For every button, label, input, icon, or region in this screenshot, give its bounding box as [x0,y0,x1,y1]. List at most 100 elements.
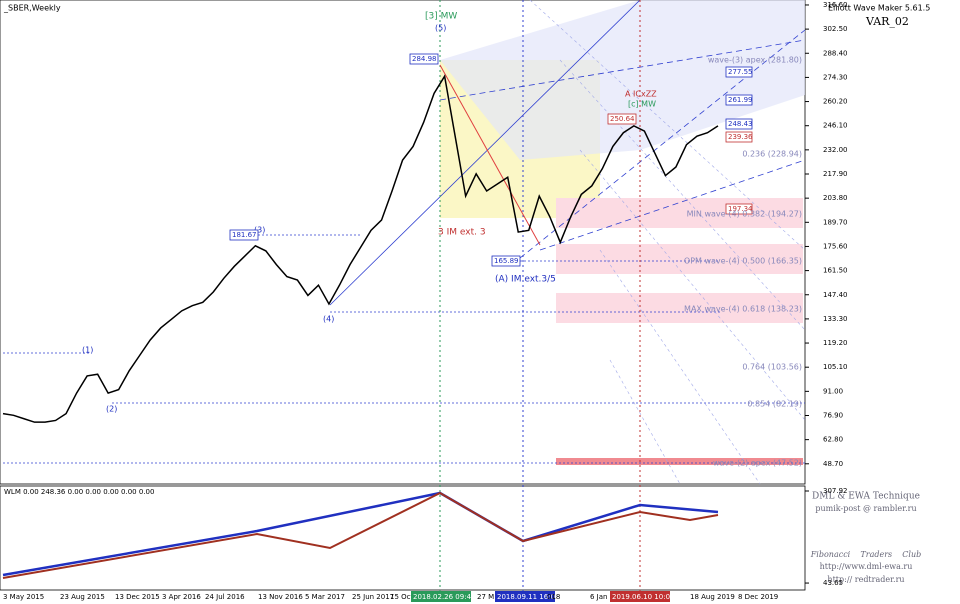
wave-label: (A) IM ext.3/5 [495,275,556,285]
wave-label: 3 IM ext. 3 [438,228,486,238]
label-box [409,53,439,65]
fib-zone [556,458,803,465]
variant: VAR_02 [865,15,909,28]
label-box [725,66,753,78]
fib-label: 0.236 (228.94) [742,150,802,159]
price-label: 277.55 [728,68,753,76]
y-tick-label: 175.60 [823,242,848,250]
credit: Fibonacci Traders Club [810,550,922,559]
y-tick-label: 302.50 [823,25,848,33]
x-tick-label: 23 Aug 2015 [60,593,105,601]
fib-labels: wave-(3) apex (281.80) 0.236 (228.94) MI… [684,56,802,468]
sub-panel [0,485,806,591]
credits: DML & EWA Technique pumik-post @ rambler… [810,492,922,585]
label-box [607,113,637,125]
wave-line [439,64,541,246]
wave-label: (3) [254,226,265,235]
x-tick-label: 18 Aug 2019 [690,593,735,601]
x-tick-label: 2018.02.26 09:45 [413,593,475,601]
x-tick-label: 27 M [477,593,494,601]
y-tick-label: 76.90 [823,411,843,419]
price-label: 284.98 [412,55,437,63]
y-tick-label: 203.80 [823,194,848,202]
x-tick-label: 6 Jan 2019 [590,593,628,601]
y-tick-label: 274.30 [823,73,848,81]
price-label: 181.67 [232,231,257,239]
label-box [725,94,753,106]
price-label: 165.89 [494,257,519,265]
channel [440,0,805,160]
title: _SBER,Weekly [3,4,61,13]
credit: http://www.dml-ewa.ru [820,562,913,571]
x-label-bg [495,591,555,602]
y-tick-label: 288.40 [823,49,848,57]
y-tick-label: 91.00 [823,387,843,395]
fib-label: MIN wave-(4) 0.382 (194.27) [687,210,802,219]
x-tick-label: 15 Oct 2 [390,593,420,601]
wave-label: (2) [106,405,117,414]
y-tick-label: 43.65 [823,579,843,587]
y-tick-label: 307.92 [823,487,848,495]
wave-lines [3,0,806,464]
y-tick-label: 105.10 [823,363,848,371]
price-line [2,74,719,423]
y-tick-label: 260.20 [823,98,848,106]
price-label: 248.43 [728,120,753,128]
x-tick-label: 8 Dec 2019 [738,593,778,601]
x-tick-label: 5 Mar 2017 [305,593,345,601]
x-label-bg [411,591,471,602]
fib-label: wave-(2) apex (47.52) [713,459,802,468]
y-tick-label: 62.80 [823,436,843,444]
y-tick-label: 246.10 [823,122,848,130]
label-box [491,255,521,267]
y-tick-label: 48.70 [823,460,843,468]
fan-lines [529,0,806,485]
y-tick-label: 161.50 [823,267,848,275]
x-tick-label: 13 Nov 2016 [258,593,303,601]
wave-label: (5) [435,24,446,33]
subtitle: Elliott Wave Maker 5.61.5 [828,4,930,13]
x-tick-label: 13 Dec 2015 [115,593,160,601]
fib-label: OPM wave-(4) 0.500 (166.35) [684,257,802,266]
credit: pumik-post @ rambler.ru [815,504,916,513]
y-tick-label: 189.70 [823,218,848,226]
indicator-title: WLM 0.00 248.36 0.00 0.00 0.00 0.00 0.00 [4,488,154,496]
x-label-bg [610,591,670,602]
x-tick-label: 3 May 2015 [3,593,44,601]
y-tick-label: 217.90 [823,170,848,178]
price-label: 239.36 [728,133,753,141]
label-box [725,131,753,143]
x-tick-label: 3 Apr 2016 [162,593,201,601]
fib-label: 0.764 (103.56) [742,363,802,372]
label-box [229,229,259,241]
fib-zone [556,293,803,323]
y-tick-label: 119.20 [823,339,848,347]
wave-label: [3] MW [425,12,457,22]
x-tick-label: 2019.06.10 10:00 [612,593,674,601]
wave-label: (4) [323,315,334,324]
wave-label: [c] MW [628,100,656,109]
fib-label: MAX wave-(4) 0.618 (138.23) [684,305,802,314]
y-tick-label: 147.40 [823,291,848,299]
fib-zone [556,198,803,228]
label-box [725,118,753,130]
label-box [725,203,753,215]
y-tick-label: 133.30 [823,315,848,323]
annotations: _SBER,Weekly Elliott Wave Maker 5.61.5 V… [3,4,930,585]
y-tick-label: 316.60 [823,1,848,9]
x-tick-label: 25 Jun 2017 [352,593,394,601]
price-label: 250.64 [610,115,635,123]
y-tick-label: 232.00 [823,146,848,154]
price-label: 197.34 [728,205,753,213]
wlm-line [2,491,719,579]
x-tick-label: 2018.09.11 16:00 [497,593,559,601]
price-label: 261.99 [728,96,753,104]
credit: DML & EWA Technique [812,492,920,502]
credit: http:// redtrader.ru [827,575,904,584]
fib-label: wave-(3) apex (281.80) [708,56,802,65]
x-tick-label: 24 Jul 2016 [205,593,245,601]
wave-label: (1) [82,346,93,355]
wave-label: A ICxZZ [625,90,657,99]
x-tick-label: 018 [547,593,560,601]
